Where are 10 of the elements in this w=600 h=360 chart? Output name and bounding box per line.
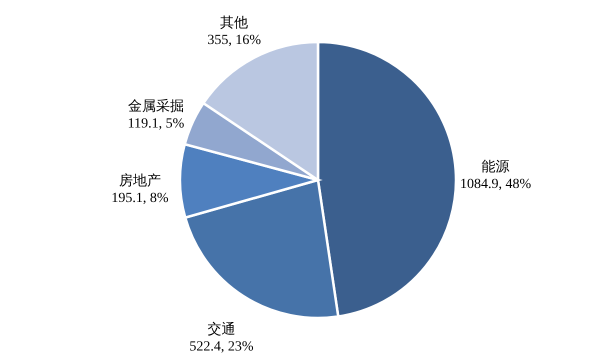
slice-label: 金属采掘 [128,98,184,114]
data-label: 355, 16% [207,32,262,48]
slice-label: 交通 [207,322,236,338]
data-label: 195.1, 8% [111,191,169,206]
data-label: 119.1, 5% [128,116,185,132]
slice-label: 能源 [482,158,510,175]
data-label: 1084.9, 48% [460,176,532,192]
slice-label: 其他 [220,14,248,31]
slice-label: 房地产 [119,173,162,190]
data-label: 522.4, 23% [189,340,254,355]
